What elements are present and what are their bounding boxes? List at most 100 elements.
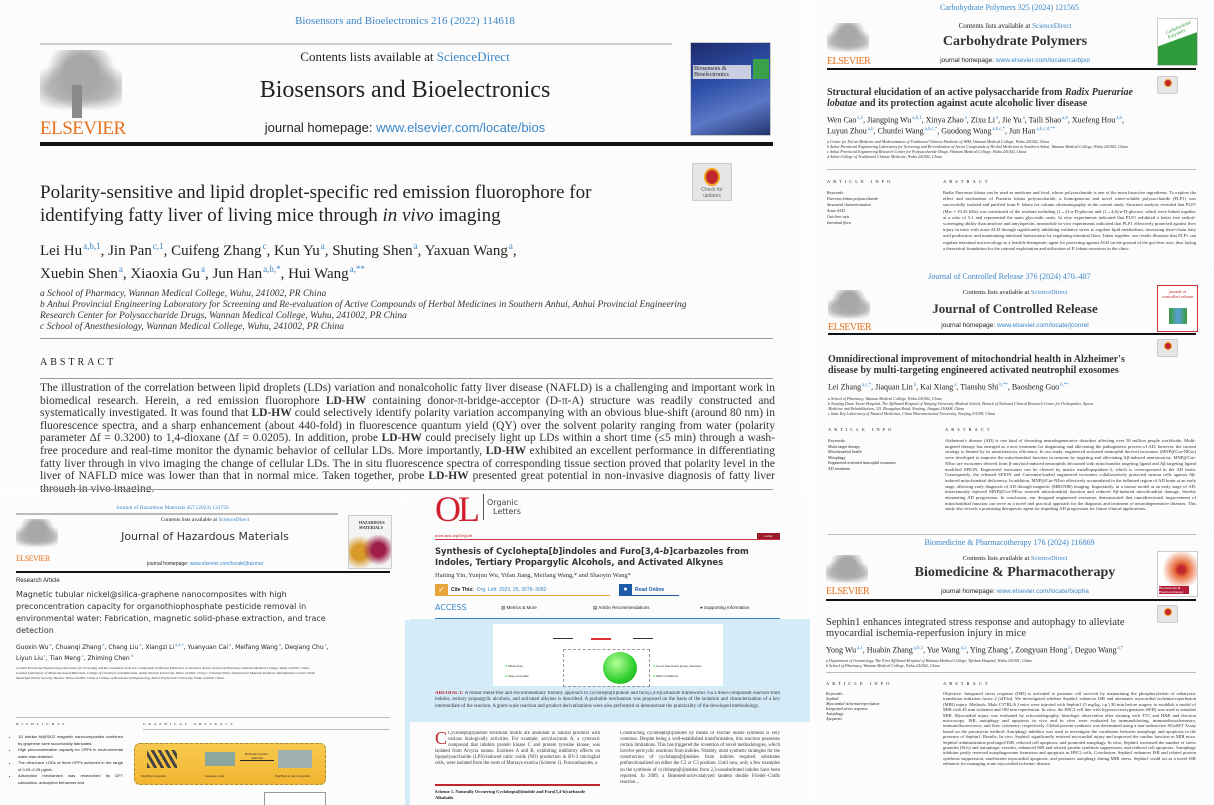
author-name[interactable]: Taili Shao	[1028, 115, 1062, 125]
author-affiliation-mark[interactable]: a,c,*	[862, 383, 872, 388]
author-name[interactable]: Chunfei Wang	[877, 126, 924, 136]
author-affiliation-mark[interactable]: a	[139, 643, 142, 647]
author-name[interactable]: Yuanyuan Cai	[187, 644, 229, 651]
check-for-updates-button[interactable]	[1157, 76, 1178, 94]
author-name[interactable]: Jun Han	[1009, 126, 1036, 136]
author-affiliation-mark[interactable]: a,b	[867, 127, 874, 133]
homepage-link[interactable]: www.elsevier.com/locate/bios	[376, 120, 546, 135]
author-affiliation-mark[interactable]: a	[49, 643, 52, 647]
author-name[interactable]: Zixu Li	[970, 115, 995, 125]
author-affiliation-mark[interactable]: a,*	[1117, 646, 1124, 651]
author-affiliation-mark[interactable]: a,b	[1062, 116, 1068, 121]
check-for-updates-button[interactable]	[1157, 339, 1178, 357]
read-online-button[interactable]: ● Read Online	[619, 584, 679, 596]
author-name[interactable]: Luyun Zhou	[827, 126, 867, 136]
check-for-updates-button[interactable]: Check for updates	[692, 163, 732, 201]
author-name[interactable]: Xinya Zhao	[925, 115, 964, 125]
author-name[interactable]: Guodong Wang	[941, 126, 992, 136]
journal-reference[interactable]: Biosensors and Bioelectronics 216 (2022)…	[295, 15, 515, 27]
author-name[interactable]: Deqiang Chu	[284, 644, 324, 651]
author-affiliation-mark[interactable]: c	[81, 654, 84, 658]
author-affiliation-mark[interactable]: b,**	[999, 383, 1008, 388]
author-name[interactable]: Shuting Shen	[332, 243, 413, 259]
homepage-link[interactable]: www.elsevier.com/locate/carbpol	[995, 57, 1090, 64]
author-affiliation-mark[interactable]: a	[954, 383, 957, 388]
sciencedirect-link[interactable]: ScienceDirect	[436, 49, 510, 64]
author-name[interactable]: Jiaquan Lin	[875, 382, 913, 392]
author-affiliation-mark[interactable]: a	[1009, 646, 1012, 651]
author-name[interactable]: Zongyuan Hong	[1015, 645, 1068, 655]
author-affiliation-mark[interactable]: a	[201, 264, 205, 274]
author-affiliation-mark[interactable]: a,b,*	[175, 643, 184, 647]
author-affiliation-mark[interactable]: b	[1068, 646, 1071, 651]
author-name[interactable]: Deguo Wang	[1074, 645, 1117, 655]
sciencedirect-link[interactable]: ScienceDirect	[1030, 555, 1068, 562]
sciencedirect-link[interactable]: ScienceDirect	[218, 517, 250, 523]
author-name[interactable]: Yaxuan Wang	[424, 243, 508, 259]
author-name[interactable]: Yong Wu	[826, 645, 857, 655]
journal-reference[interactable]: Biomedicine & Pharmacotherapy 176 (2024)…	[924, 538, 1095, 547]
author-name[interactable]: Tianshu Shi	[960, 382, 999, 392]
author-affiliation-mark[interactable]: d	[130, 654, 133, 658]
author-name[interactable]: Yue Wang	[926, 645, 960, 655]
author-name[interactable]: Cuifeng Zhang	[171, 243, 262, 259]
author-name[interactable]: Xuebin Shen	[40, 266, 118, 282]
author-affiliation-mark[interactable]: a	[964, 116, 967, 121]
author-affiliation-mark[interactable]: b	[913, 383, 917, 388]
author-affiliation-mark[interactable]: a	[1022, 116, 1025, 121]
author-name[interactable]: Jun Han	[212, 266, 263, 282]
check-for-updates-button[interactable]	[1157, 605, 1178, 623]
author-name[interactable]: Jin Pan	[108, 243, 152, 259]
author-affiliation-mark[interactable]: b,**	[1060, 383, 1069, 388]
author-name[interactable]: Jiangping Wu	[867, 115, 912, 125]
homepage-link[interactable]: www.elsevier.com/locate/jconrel	[996, 322, 1089, 329]
author-name[interactable]: Tian Meng	[49, 655, 81, 662]
author-affiliation-mark[interactable]: a,b,c,*	[924, 127, 938, 133]
author-affiliation-mark[interactable]: a	[102, 643, 105, 647]
author-affiliation-mark[interactable]: c	[43, 654, 46, 658]
journal-reference[interactable]: Journal of Controlled Release 376 (2024)…	[928, 272, 1091, 281]
author-affiliation-mark[interactable]: a,1	[857, 646, 863, 651]
author-affiliation-mark[interactable]: a	[118, 264, 123, 274]
metrics-link[interactable]: ▥ Metrics & More	[501, 605, 537, 611]
author-affiliation-mark[interactable]: a,b,*	[263, 264, 281, 274]
sciencedirect-link[interactable]: ScienceDirect	[1030, 289, 1068, 296]
author-name[interactable]: Xuefeng Hou	[1071, 115, 1116, 125]
author-affiliation-mark[interactable]: c	[262, 241, 267, 251]
author-name[interactable]: Hui Wang	[288, 266, 349, 282]
cite-value[interactable]: Org. Lett. 2023, 25, 3078−3082	[476, 586, 547, 593]
author-name[interactable]: Guoxin Wu	[16, 644, 49, 651]
author-name[interactable]: Chang Liu	[108, 644, 139, 651]
author-affiliation-mark[interactable]: a,b	[1116, 116, 1122, 121]
author-affiliation-mark[interactable]: a	[508, 241, 513, 251]
author-affiliation-mark[interactable]: a,b,1	[912, 116, 922, 121]
author-affiliation-mark[interactable]: a,1	[960, 646, 967, 651]
author-name[interactable]: Ying Zhang	[970, 645, 1009, 655]
journal-reference[interactable]: Journal of Hazardous Materials 457 (2023…	[116, 505, 229, 511]
author-affiliation-mark[interactable]: a,1	[857, 116, 864, 121]
author-affiliation-mark[interactable]: a	[413, 241, 418, 251]
supporting-info-link[interactable]: ● Supporting Information	[700, 605, 750, 610]
author-name[interactable]: Baosheng Guo	[1011, 382, 1060, 392]
author-affiliation-mark[interactable]: a,b,1	[913, 646, 924, 651]
recommendations-link[interactable]: ▤ Article Recommendations	[593, 605, 650, 611]
author-affiliation-mark[interactable]: a,b,c,d,**	[1036, 127, 1056, 133]
author-name[interactable]: Meifang Wang	[235, 644, 278, 651]
sciencedirect-link[interactable]: ScienceDirect	[1032, 22, 1072, 30]
author-affiliation-mark[interactable]: a	[995, 116, 999, 121]
author-name[interactable]: Xiaoxia Gu	[130, 266, 200, 282]
author-affiliation-mark[interactable]: a	[320, 241, 325, 251]
author-name[interactable]: Jie Yu	[1002, 115, 1022, 125]
author-affiliation-mark[interactable]: a,b,1	[83, 241, 101, 251]
homepage-link[interactable]: www.elsevier.com/locate/biopha	[996, 588, 1089, 595]
author-affiliation-mark[interactable]: a	[229, 643, 232, 647]
author-affiliation-mark[interactable]: a,b,c,*	[992, 127, 1006, 133]
author-name[interactable]: Kai Xiang	[920, 382, 954, 392]
author-name[interactable]: Zhiming Chen	[87, 655, 130, 662]
author-name[interactable]: Lei Zhang	[828, 382, 862, 392]
author-name[interactable]: Chuanqi Zhang	[55, 644, 102, 651]
journal-reference[interactable]: Carbohydrate Polymers 325 (2024) 121565	[939, 3, 1080, 12]
author-name[interactable]: Kun Yu	[274, 243, 320, 259]
author-name[interactable]: Xiangzi Li	[145, 644, 175, 651]
author-name[interactable]: Liyun Liu	[16, 655, 43, 662]
